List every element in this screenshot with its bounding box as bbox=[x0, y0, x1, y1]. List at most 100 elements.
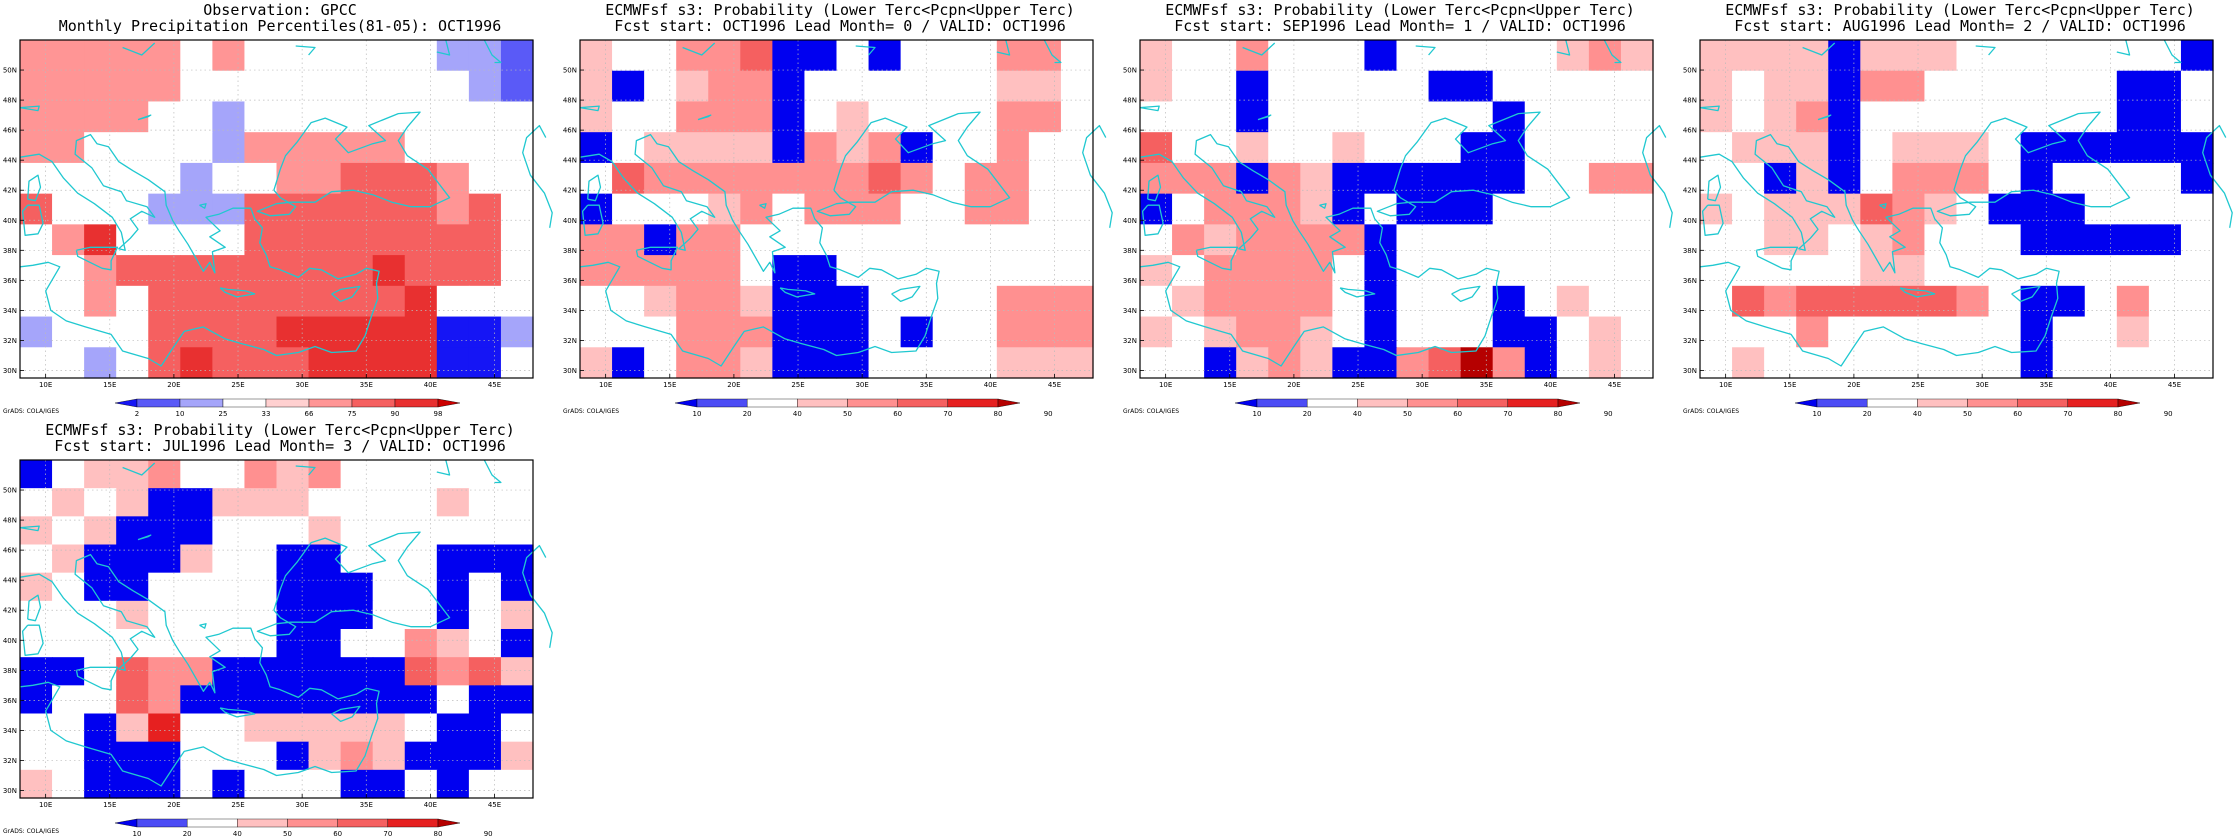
coastline bbox=[122, 42, 156, 56]
heatmap-cell bbox=[1060, 132, 1094, 164]
colorbar-arrow-left bbox=[1794, 398, 1818, 408]
heatmap-cell bbox=[2052, 193, 2086, 225]
heatmap-cell bbox=[212, 741, 246, 771]
heatmap-cell bbox=[740, 347, 773, 379]
heatmap-cell bbox=[116, 347, 149, 379]
heatmap-cell bbox=[340, 40, 374, 72]
heatmap-cell bbox=[1204, 285, 1237, 318]
heatmap-cell bbox=[276, 40, 310, 72]
heatmap-cell bbox=[372, 657, 406, 686]
heatmap-cell bbox=[1924, 40, 1958, 72]
heatmap-cell bbox=[1028, 255, 1062, 287]
colorbar-label: 50 bbox=[843, 410, 852, 418]
heatmap-cell bbox=[372, 572, 406, 602]
x-tick-label: 25E bbox=[231, 381, 244, 389]
heatmap-cell bbox=[212, 70, 246, 103]
heatmap-cell bbox=[612, 193, 645, 225]
heatmap-cell bbox=[84, 488, 117, 517]
heatmap-cell bbox=[116, 516, 149, 546]
heatmap-cell bbox=[1236, 316, 1269, 348]
heatmap-cells bbox=[1140, 40, 1654, 379]
heatmap-cell bbox=[436, 657, 470, 686]
heatmap-cell bbox=[308, 741, 342, 771]
y-tick-label: 50N bbox=[3, 487, 17, 495]
y-tick-label: 32N bbox=[1683, 337, 1697, 345]
coastline bbox=[436, 39, 451, 56]
heatmap-cell bbox=[1332, 224, 1366, 256]
plot-frame bbox=[19, 459, 534, 799]
heatmap-cell bbox=[372, 224, 406, 256]
heatmap-cell bbox=[340, 347, 374, 379]
colorbar-label: 90 bbox=[2164, 410, 2173, 418]
heatmap-cell bbox=[308, 769, 342, 799]
heatmap-cell bbox=[1764, 70, 1797, 103]
heatmap-cell bbox=[500, 741, 534, 771]
colorbar-label: 33 bbox=[262, 410, 271, 418]
heatmap-cell bbox=[1620, 255, 1654, 287]
heatmap-cell bbox=[708, 255, 741, 287]
heatmap-cell bbox=[996, 224, 1030, 256]
heatmap-cell bbox=[1924, 255, 1958, 287]
heatmap-cell bbox=[1028, 224, 1062, 256]
y-tick-label: 34N bbox=[1683, 307, 1697, 315]
heatmap-cell bbox=[964, 40, 998, 72]
heatmap-cell bbox=[964, 224, 998, 256]
heatmap-cell bbox=[84, 600, 117, 630]
heatmap-cell bbox=[404, 162, 438, 195]
heatmap-cell bbox=[676, 347, 709, 379]
heatmap-cell bbox=[772, 224, 806, 256]
heatmap-cell bbox=[1924, 285, 1958, 318]
heatmap-cell bbox=[1700, 40, 1733, 72]
heatmap-cell bbox=[52, 657, 85, 686]
heatmap-cell bbox=[1764, 316, 1797, 348]
heatmap-cell bbox=[1428, 193, 1462, 225]
heatmap-cell bbox=[148, 713, 181, 743]
heatmap-cell bbox=[1860, 162, 1893, 195]
heatmap-cell bbox=[708, 40, 741, 72]
heatmap-cell bbox=[404, 600, 438, 630]
heatmap-cell bbox=[708, 132, 741, 164]
heatmap-cell bbox=[580, 285, 613, 318]
heatmap-cell bbox=[212, 600, 246, 630]
coastline bbox=[219, 287, 256, 298]
heatmap-cell bbox=[500, 657, 534, 686]
coastline bbox=[1603, 39, 1622, 64]
heatmap-cell bbox=[1492, 162, 1526, 195]
y-tick-label: 42N bbox=[563, 187, 577, 195]
colorbar-label: 98 bbox=[434, 410, 443, 418]
heatmap-cell bbox=[1732, 224, 1765, 256]
heatmap-cell bbox=[116, 40, 149, 72]
heatmap-cell bbox=[1620, 101, 1654, 133]
heatmap-cell bbox=[84, 316, 117, 348]
heatmap-cell bbox=[20, 769, 53, 799]
heatmap-cell bbox=[116, 460, 149, 489]
heatmap-cell bbox=[116, 285, 149, 318]
heatmap-cell bbox=[1172, 40, 1205, 72]
heatmap-cell bbox=[804, 255, 838, 287]
heatmap-cell bbox=[468, 70, 502, 103]
heatmap-cell bbox=[1892, 255, 1926, 287]
heatmap-cell bbox=[372, 600, 406, 630]
y-tick-label: 36N bbox=[3, 697, 17, 705]
heatmap-cell bbox=[1924, 101, 1958, 133]
panel-observation: Observation: GPCC Monthly Precipitation P… bbox=[0, 0, 560, 420]
heatmap-cell bbox=[1428, 162, 1462, 195]
heatmap-cell bbox=[1892, 224, 1926, 256]
y-tick-label: 34N bbox=[563, 307, 577, 315]
heatmap-cell bbox=[2116, 224, 2150, 256]
heatmap-cell bbox=[868, 193, 902, 225]
colorbar-label: 80 bbox=[1554, 410, 1563, 418]
heatmap-cell bbox=[1332, 347, 1366, 379]
heatmap-cell bbox=[276, 572, 310, 602]
heatmap-cell bbox=[2148, 101, 2182, 133]
colorbar-label: 2 bbox=[135, 410, 139, 418]
colorbar-segment bbox=[394, 398, 439, 408]
colorbar: 10 20 40 50 60 70 80 90 bbox=[1234, 398, 1613, 418]
heatmap-cell bbox=[1396, 224, 1430, 256]
heatmap-cell bbox=[932, 224, 966, 256]
heatmap-cell bbox=[468, 132, 502, 164]
heatmap-cell bbox=[644, 316, 677, 348]
heatmap-cell bbox=[1556, 224, 1590, 256]
heatmap-cell bbox=[740, 316, 773, 348]
heatmap-cell bbox=[468, 40, 502, 72]
